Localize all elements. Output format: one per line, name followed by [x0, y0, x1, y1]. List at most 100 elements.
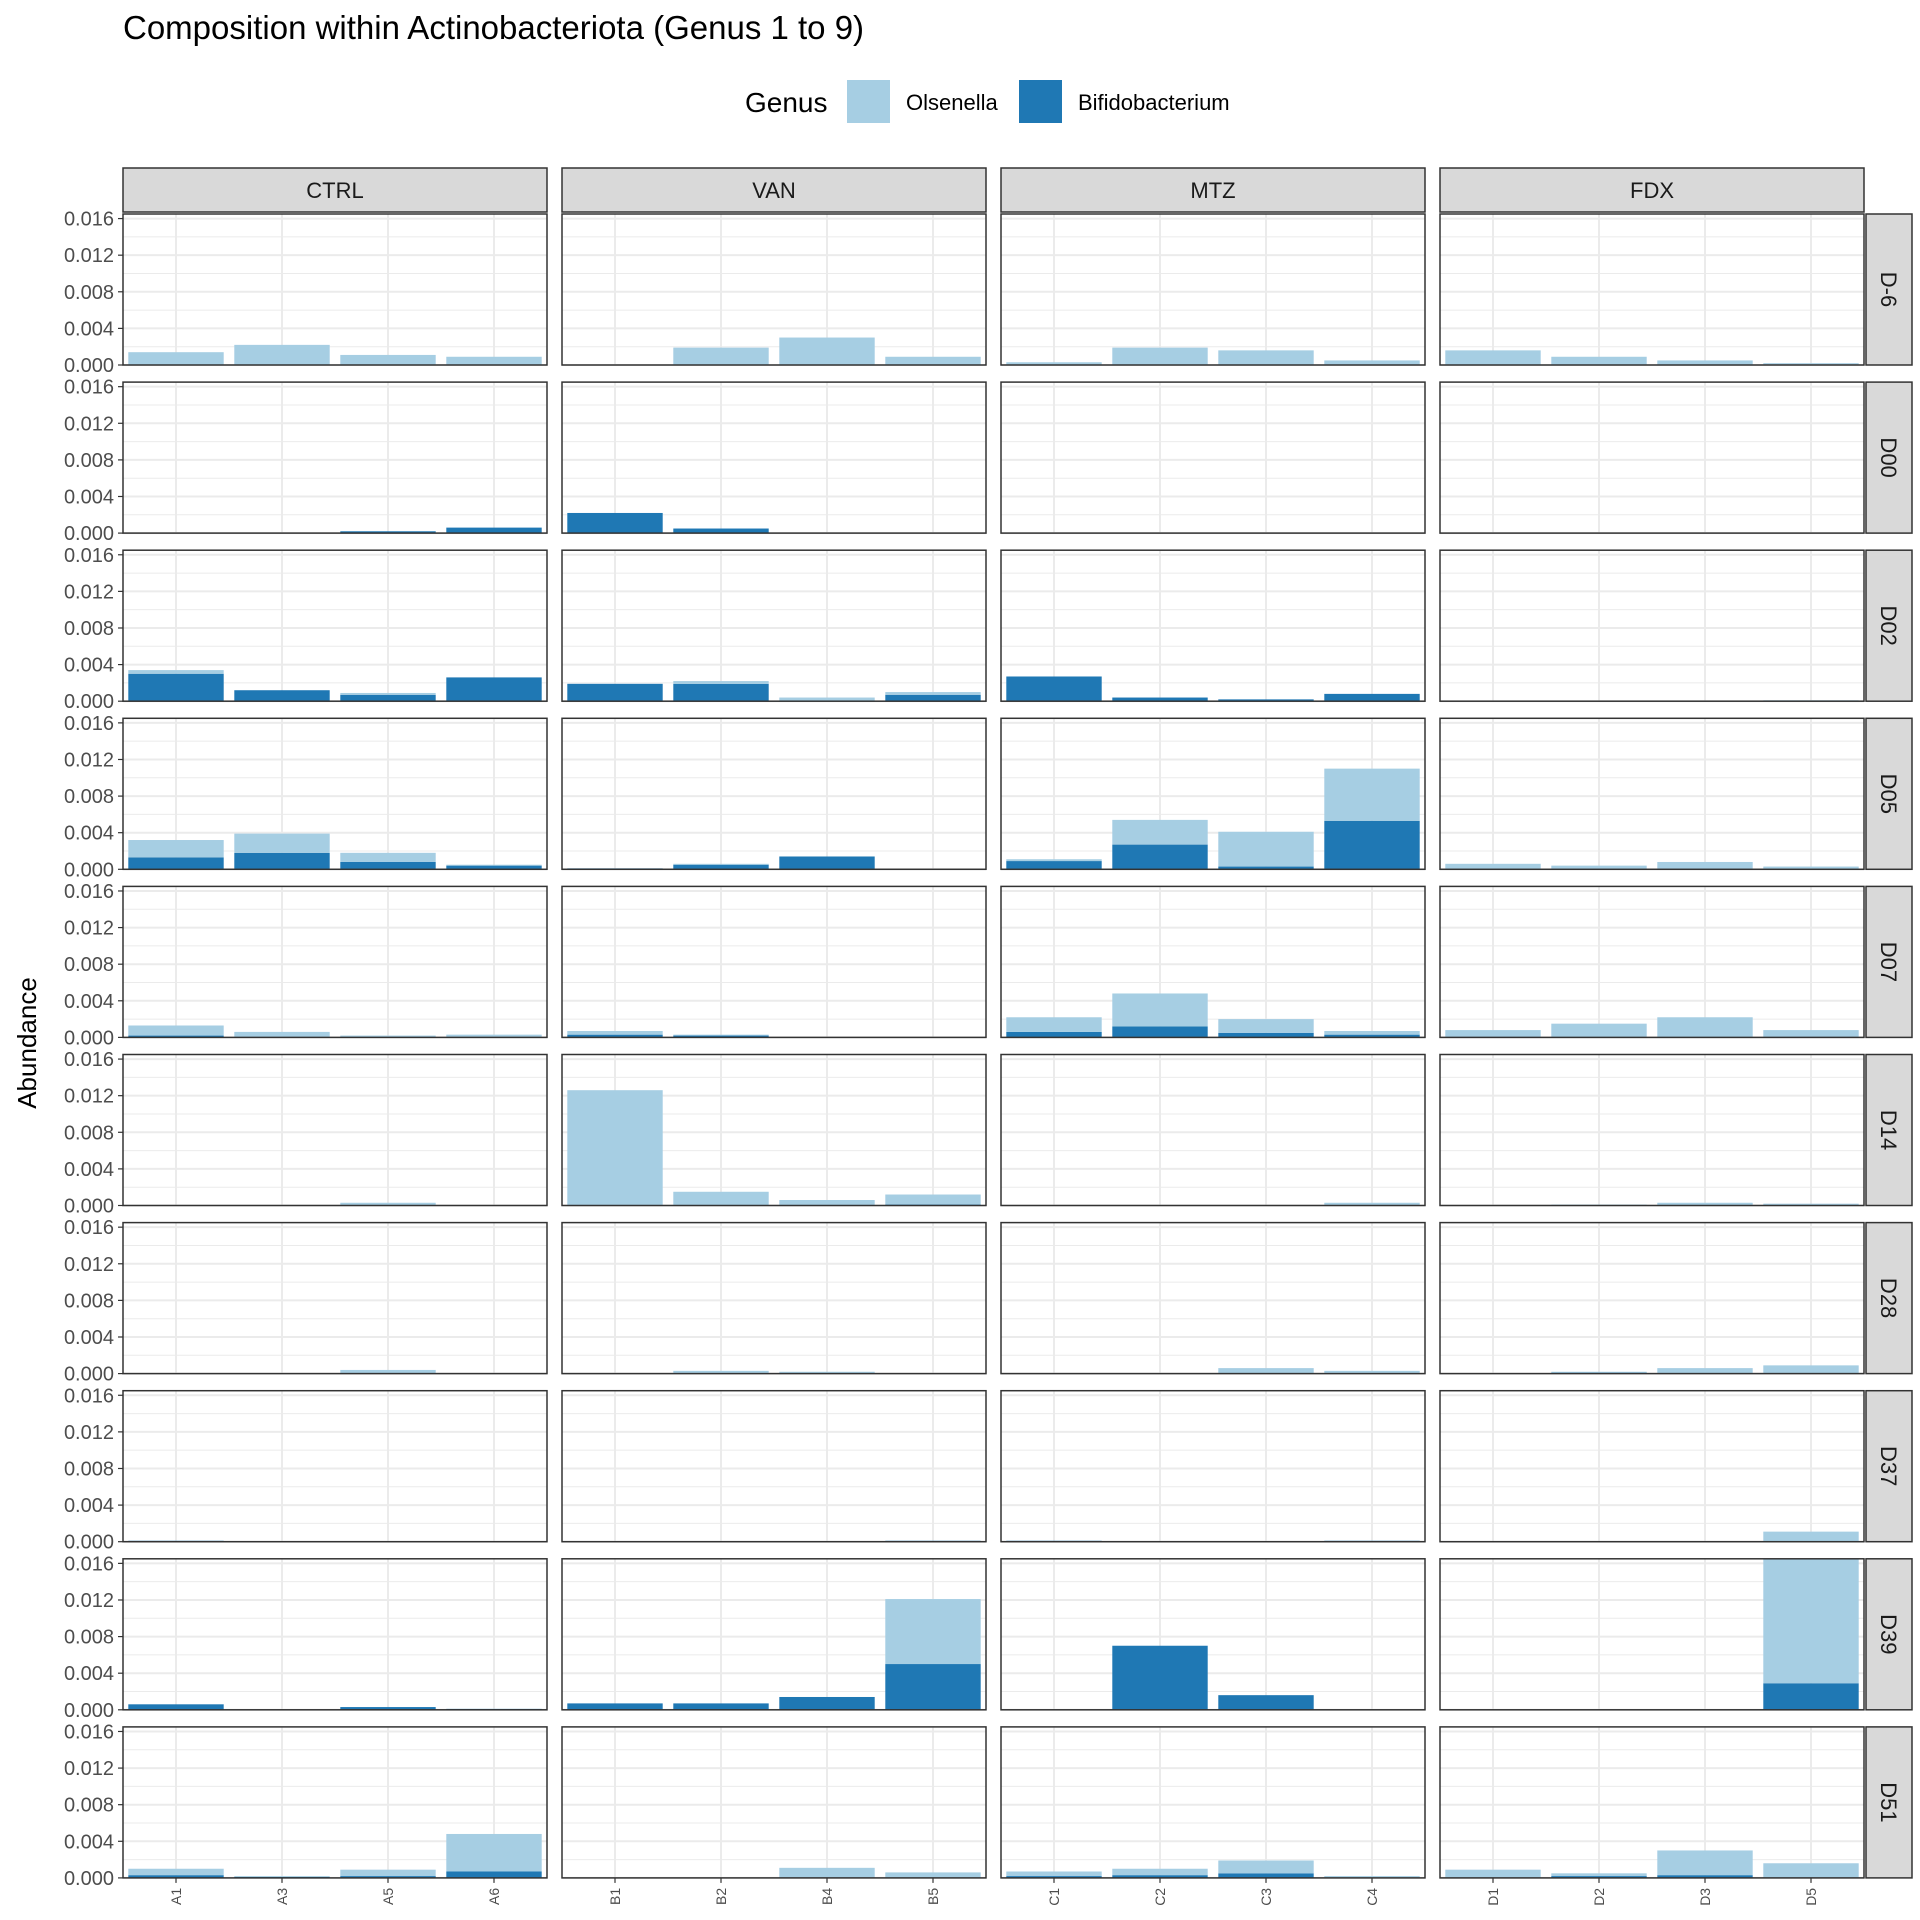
y-tick-label: 0.012	[64, 1590, 114, 1612]
row-strip-label: D14	[1876, 1110, 1901, 1150]
y-axis-ticks-d00: 0.000 0.004 0.008 0.012 0.016	[64, 377, 123, 545]
y-tick-label: 0.008	[64, 786, 114, 808]
bar-olsenella-b1	[567, 1030, 663, 1035]
column-strip-label: MTZ	[1190, 178, 1235, 203]
bar-olsenella-d1	[1445, 863, 1541, 870]
y-tick-label: 0.012	[64, 245, 114, 267]
row-strip-label: D37	[1876, 1446, 1901, 1486]
x-tick-label: B2	[713, 1888, 729, 1905]
legend-swatch-olsenella	[847, 80, 890, 123]
bar-bifidobacterium-a5	[340, 1876, 436, 1878]
bar-olsenella-d5	[1763, 363, 1859, 365]
bar-bifidobacterium-c3	[1218, 1873, 1314, 1878]
y-tick-label: 0.000	[64, 1532, 114, 1554]
panel-border	[122, 1221, 548, 1375]
y-tick-label: 0.016	[64, 713, 114, 735]
bar-olsenella-c2	[1112, 993, 1208, 1027]
panel-border	[561, 1389, 987, 1543]
panel-border	[1000, 1726, 1426, 1879]
bar-bifidobacterium-a5	[340, 694, 436, 702]
bar-bifidobacterium-c3	[1218, 1695, 1314, 1710]
y-axis-ticks-d28: 0.000 0.004 0.008 0.012 0.016	[64, 1217, 123, 1386]
panel-ctrl-d39	[122, 1558, 548, 1711]
panel-background	[123, 1390, 547, 1542]
bar-bifidobacterium-c2	[1112, 844, 1208, 870]
y-axis-ticks-d-6: 0.000 0.004 0.008 0.012 0.016	[64, 209, 123, 377]
panel-border	[122, 1558, 548, 1711]
bar-olsenella-a6	[446, 356, 542, 365]
bar-bifidobacterium-b5	[885, 694, 981, 702]
panel-van-d51	[561, 1726, 987, 1879]
bar-olsenella-a1	[128, 352, 224, 365]
bar-bifidobacterium-b1	[567, 683, 663, 702]
bar-bifidobacterium-a5	[340, 531, 436, 534]
bar-olsenella-b1	[567, 1090, 663, 1206]
row-strip-background	[1865, 1726, 1913, 1879]
y-tick-label: 0.004	[64, 318, 114, 340]
y-tick-label: 0.004	[64, 823, 114, 845]
panel-border	[1000, 717, 1426, 871]
panel-background	[1001, 1222, 1425, 1374]
y-tick-label: 0.016	[64, 545, 114, 567]
bar-bifidobacterium-c3	[1218, 866, 1314, 870]
panel-border	[1000, 1389, 1426, 1543]
y-tick-label: 0.012	[64, 581, 114, 603]
row-strip-d39: D39	[1865, 1558, 1913, 1711]
panel-border	[122, 1726, 548, 1879]
row-strip-d37: D37	[1865, 1389, 1913, 1543]
bar-olsenella-b5	[885, 1599, 981, 1665]
bar-olsenella-b5	[885, 1194, 981, 1205]
x-tick-label: A6	[486, 1888, 502, 1905]
row-strip-background	[1865, 1221, 1913, 1375]
panel-border	[1000, 1558, 1426, 1711]
panel-ctrl-d14	[122, 1053, 548, 1207]
panel-border	[561, 1558, 987, 1711]
y-tick-label: 0.000	[64, 691, 114, 713]
x-tick-label: A5	[380, 1888, 396, 1905]
y-tick-label: 0.000	[64, 1868, 114, 1890]
bar-olsenella-d3	[1657, 360, 1753, 365]
x-tick-label: B5	[925, 1888, 941, 1905]
legend: Genus Olsenella Bifidobacterium	[745, 80, 1230, 123]
bar-olsenella-d2	[1551, 865, 1647, 870]
y-tick-label: 0.000	[64, 859, 114, 881]
y-tick-label: 0.016	[64, 1721, 114, 1743]
bar-olsenella-a6	[446, 1833, 542, 1872]
bar-bifidobacterium-a1	[128, 673, 224, 702]
panel-border	[122, 381, 548, 534]
bar-olsenella-d2	[1551, 1371, 1647, 1373]
bar-bifidobacterium-d5	[1763, 1683, 1859, 1710]
bar-olsenella-d3	[1657, 1850, 1753, 1876]
bar-bifidobacterium-d3	[1657, 1875, 1753, 1878]
panel-border	[1439, 549, 1865, 702]
panel-van-d00	[561, 381, 987, 535]
panel-van-d-6	[561, 213, 987, 366]
panel-background	[1001, 886, 1425, 1038]
panel-background	[562, 718, 986, 870]
panel-ctrl-d00	[122, 381, 548, 535]
bar-olsenella-a5	[340, 1369, 436, 1374]
bar-olsenella-b5	[885, 356, 981, 365]
y-axis-ticks-d14: 0.000 0.004 0.008 0.012 0.016	[64, 1049, 123, 1218]
bar-olsenella-d1	[1445, 350, 1541, 365]
bar-bifidobacterium-c3	[1218, 699, 1314, 702]
bar-olsenella-c4	[1324, 360, 1420, 365]
panel-van-d28	[561, 1221, 987, 1375]
bar-olsenella-d1	[1445, 1869, 1541, 1878]
bar-olsenella-c1	[1006, 1017, 1102, 1032]
bar-bifidobacterium-c1	[1006, 676, 1102, 702]
bar-olsenella-b2	[673, 1370, 769, 1374]
bar-olsenella-c1	[1006, 1871, 1102, 1877]
y-tick-label: 0.000	[64, 1700, 114, 1722]
panel-mtz-d02	[1000, 549, 1426, 703]
panel-border	[561, 213, 987, 366]
bar-bifidobacterium-c2	[1112, 1026, 1208, 1038]
panel-background	[1001, 1390, 1425, 1542]
y-tick-label: 0.008	[64, 450, 114, 472]
panel-fdx-d28	[1439, 1221, 1865, 1375]
y-tick-label: 0.004	[64, 1327, 114, 1349]
x-tick-label: B4	[819, 1888, 835, 1905]
panel-ctrl-d37	[122, 1389, 548, 1543]
bar-bifidobacterium-d2	[1551, 1876, 1647, 1878]
column-strip-mtz: MTZ	[1000, 167, 1426, 213]
